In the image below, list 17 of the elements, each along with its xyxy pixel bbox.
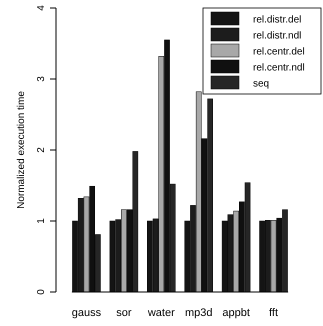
x-tick-label: fft [269, 306, 278, 319]
y-tick-label: 0 [36, 288, 47, 295]
legend-label: rel.centr.del [253, 46, 305, 58]
x-tick-label: water [146, 306, 176, 319]
y-tick-label: 3 [36, 76, 47, 82]
y-axis-title: Normalized execution time [16, 90, 27, 209]
x-tick-label: sor [116, 306, 132, 319]
y-tick-label: 2 [36, 146, 47, 153]
legend-label: rel.distr.ndl [253, 30, 302, 42]
y-tick-label: 1 [36, 218, 47, 224]
legend-label: seq [253, 78, 270, 90]
legend-label: rel.centr.ndl [253, 62, 305, 74]
x-tick-label: mp3d [184, 306, 212, 319]
legend-label: rel.distr.del [253, 14, 302, 26]
y-tick-label: 4 [36, 4, 47, 11]
x-tick-label: gauss [72, 306, 102, 319]
x-tick-label: appbt [222, 306, 250, 319]
